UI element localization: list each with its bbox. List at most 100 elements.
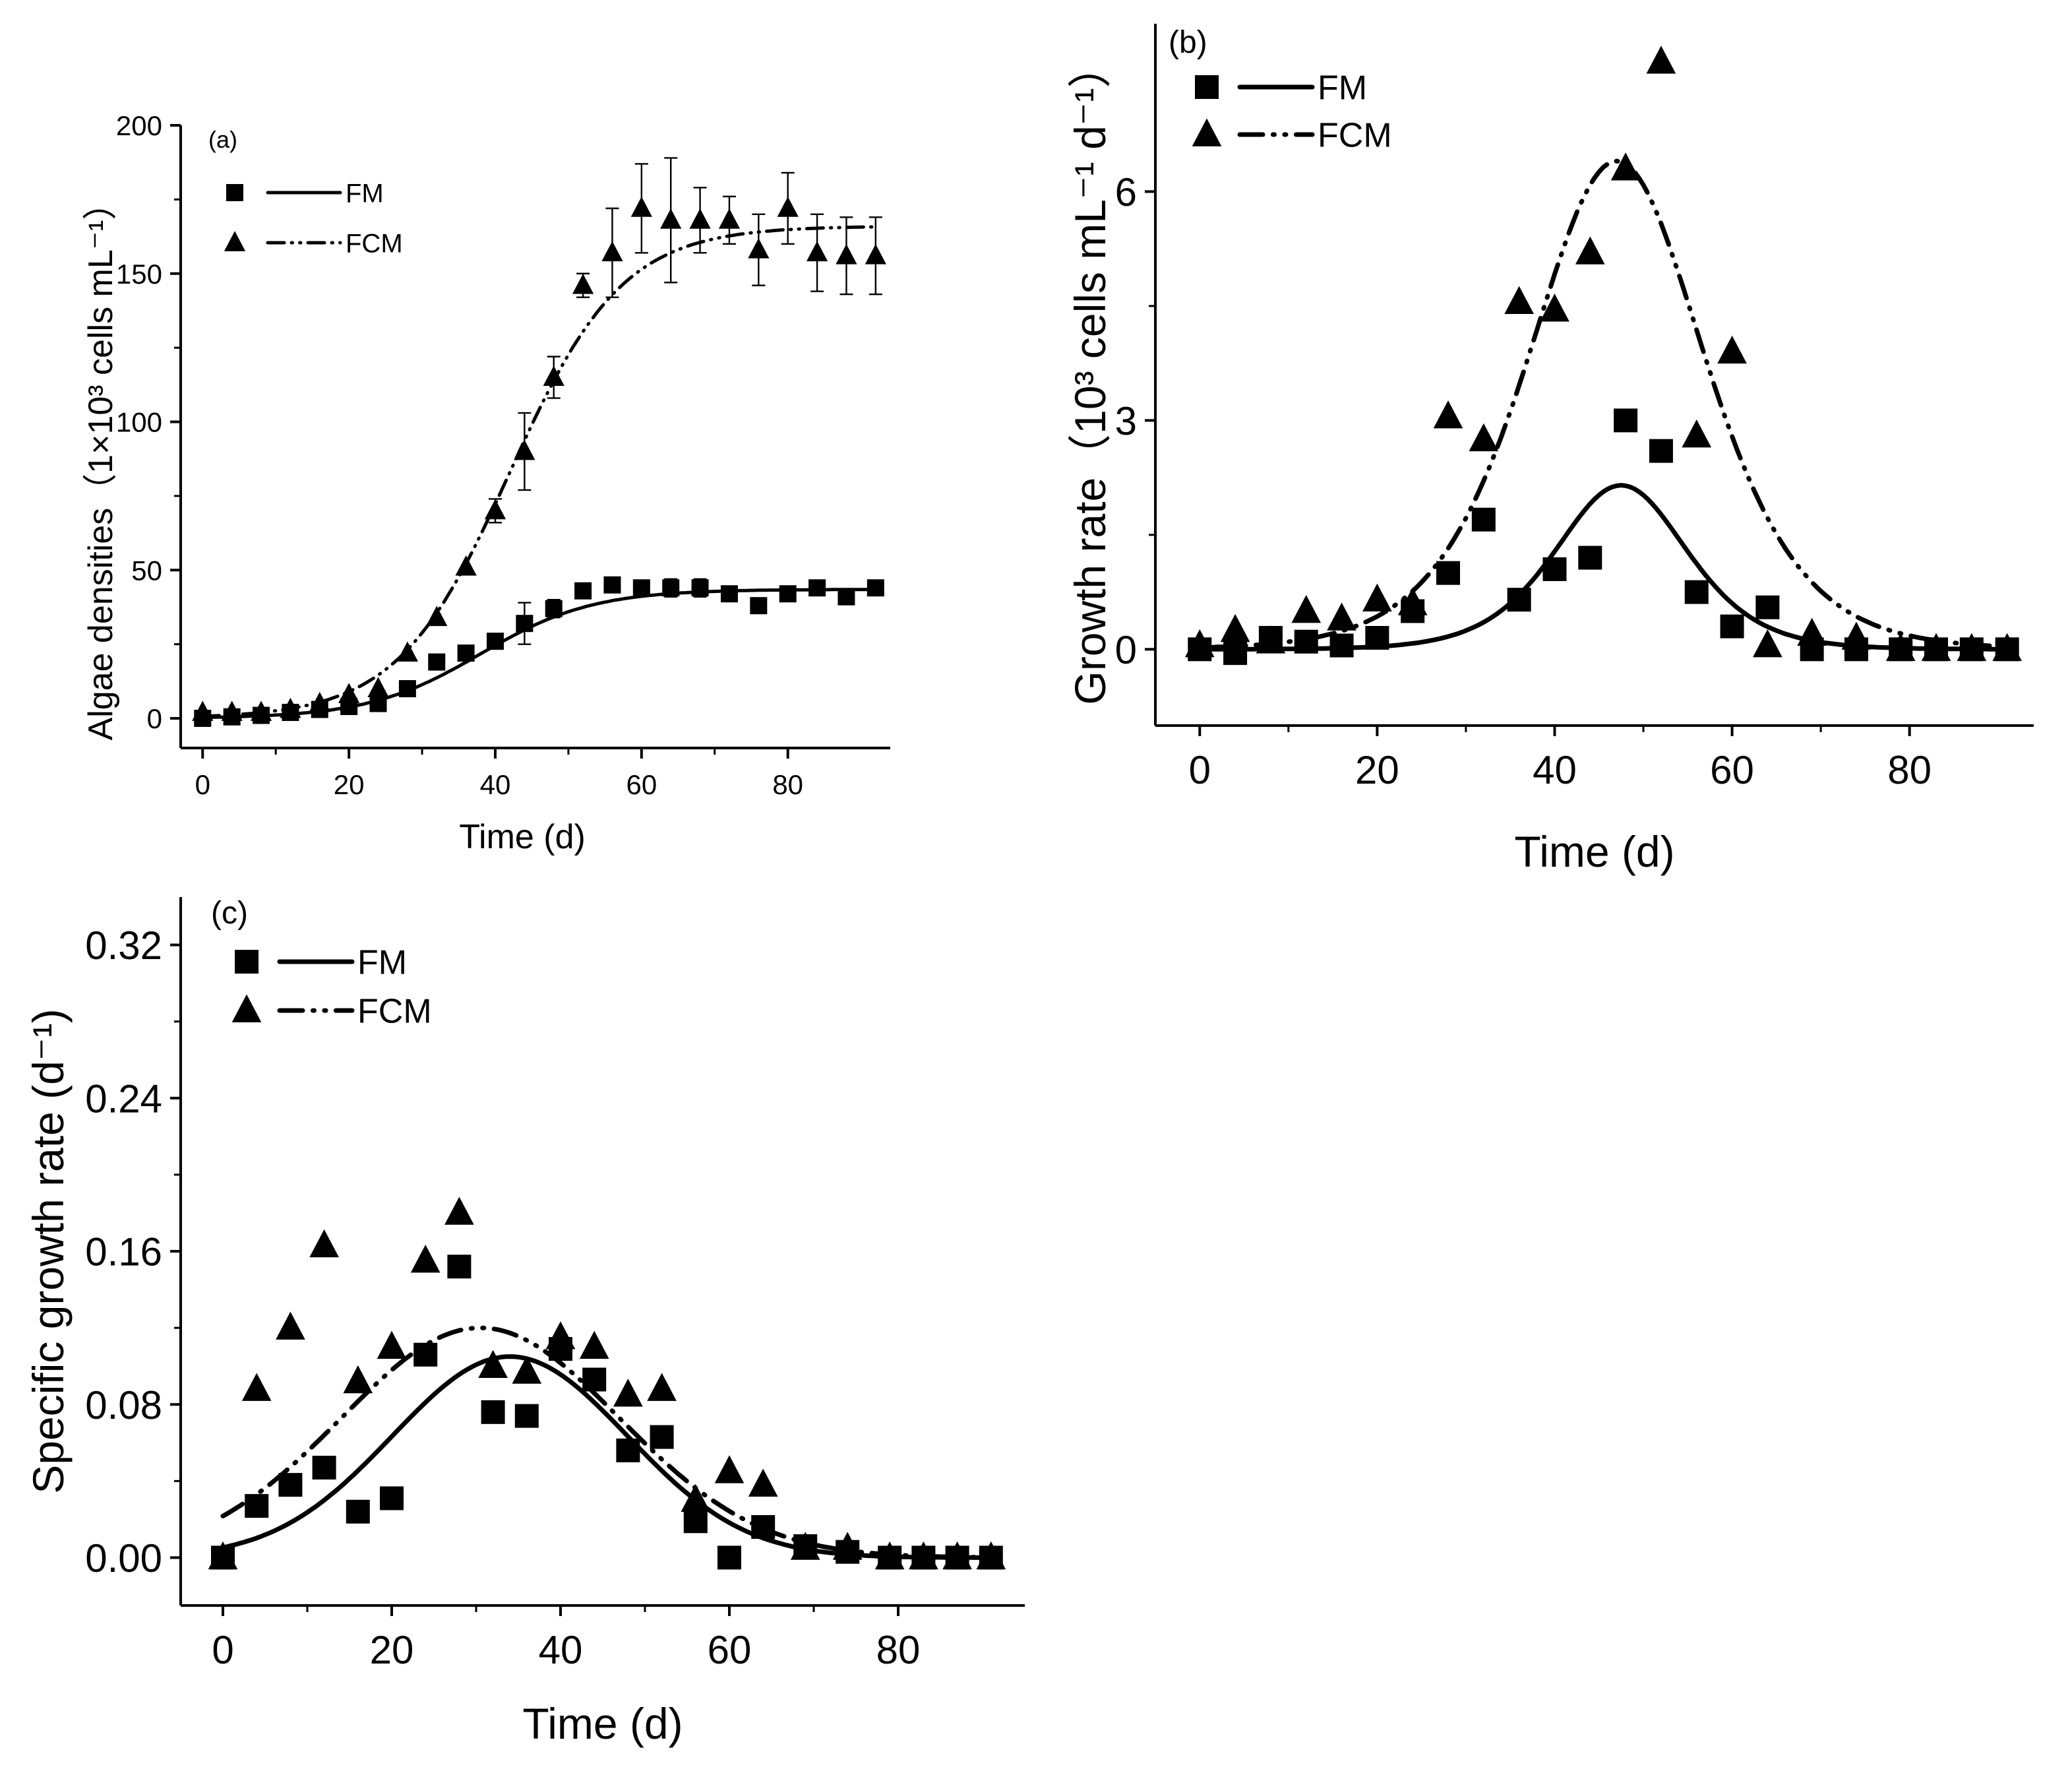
data-point-fcm [367, 677, 389, 697]
x-tick-label: 40 [1533, 748, 1577, 792]
x-tick-label: 0 [1189, 748, 1211, 792]
x-tick-label: 80 [772, 769, 803, 800]
data-point-fm [603, 576, 621, 594]
x-tick-label: 60 [708, 1628, 752, 1672]
data-point-fm [582, 1367, 607, 1392]
data-point-fm [720, 585, 738, 603]
data-point-fcm [647, 1373, 677, 1401]
data-point-fm [486, 633, 504, 650]
triangle-legend-icon [1192, 118, 1222, 146]
data-point-fcm [1753, 629, 1783, 658]
data-point-fm [691, 579, 709, 597]
data-point-fcm [484, 499, 506, 520]
data-point-fcm [221, 701, 243, 721]
data-point-fcm [572, 274, 594, 294]
legend-entry-fm: FM [1195, 69, 1367, 108]
fit-curve-fm [220, 1354, 994, 1560]
legend-label: FCM [1318, 117, 1392, 155]
data-point-fcm [1362, 583, 1392, 611]
y-tick-label: 0 [147, 703, 162, 734]
x-tick-label: 0 [195, 769, 210, 800]
x-axis-label: Time (d) [459, 818, 586, 856]
data-point-fm [1294, 629, 1318, 654]
fit-curve-fcm [200, 225, 878, 718]
data-point-fcm [630, 197, 652, 217]
panel-label: (a) [208, 126, 237, 153]
data-point-fm [838, 588, 855, 606]
data-point-fcm [338, 683, 360, 703]
data-point-fm [750, 597, 768, 615]
data-point-fcm [613, 1379, 643, 1407]
y-axis-label: Growth rate（10³ cells mL⁻¹ d⁻¹） [1066, 44, 1114, 704]
data-point-fm [1329, 633, 1354, 658]
data-point-fm [1649, 439, 1673, 463]
x-tick-label: 60 [1710, 748, 1754, 792]
data-point-fm [516, 615, 533, 633]
data-point-fcm [208, 1541, 238, 1570]
fit-curve-fcm [220, 1325, 994, 1560]
triangle-legend-icon [224, 231, 246, 251]
data-point-fcm [377, 1330, 407, 1359]
data-point-fm [574, 582, 592, 600]
x-tick-label: 0 [212, 1628, 233, 1672]
y-tick-label: 100 [116, 407, 162, 438]
data-point-fm [369, 695, 387, 712]
x-tick-label: 20 [1355, 748, 1399, 792]
data-point-fcm [192, 701, 214, 721]
data-point-fm [1684, 580, 1709, 604]
data-point-fcm [579, 1330, 609, 1359]
x-axis-label: Time (d) [1514, 827, 1674, 876]
data-point-fcm [748, 238, 770, 259]
data-point-fcm [874, 1541, 905, 1570]
y-tick-label: 0.24 [85, 1076, 162, 1121]
data-point-fcm [660, 208, 682, 229]
data-point-fm [808, 579, 826, 597]
series-fm [194, 576, 884, 728]
legend-entry-fm: FM [226, 179, 384, 208]
square-legend-icon [235, 950, 259, 974]
data-point-fm [1720, 614, 1744, 638]
data-point-fm [1507, 588, 1531, 612]
fit-curve-fm [1197, 483, 2010, 652]
data-point-fm [779, 585, 797, 603]
data-point-fcm [942, 1541, 972, 1570]
data-point-fcm [1504, 286, 1534, 314]
data-point-fm [545, 600, 563, 617]
y-tick-label: 0.16 [85, 1230, 162, 1274]
data-point-fcm [1327, 602, 1356, 631]
data-point-fm [457, 644, 475, 662]
y-tick-label: 50 [131, 555, 162, 586]
data-point-fcm [309, 691, 330, 712]
y-tick-label: 150 [116, 259, 162, 290]
panel-a: 0 20 40 60 80 0 50 100 150 200 Time (d) Algae densi… [82, 110, 890, 856]
y-tick-label: 6 [1115, 170, 1137, 214]
x-tick-label: 20 [334, 769, 365, 800]
data-point-fcm [280, 697, 301, 718]
data-point-fcm [865, 244, 886, 265]
data-point-fcm [601, 241, 623, 262]
data-point-fm [683, 1509, 708, 1534]
data-point-fcm [909, 1541, 938, 1570]
data-point-fm [717, 1545, 741, 1570]
data-point-fcm [543, 365, 564, 386]
data-point-fm [662, 579, 680, 597]
data-point-fcm [748, 1468, 778, 1497]
x-tick-label: 20 [370, 1628, 414, 1672]
y-tick-label: 3 [1115, 399, 1137, 443]
data-point-fcm [1717, 335, 1747, 364]
data-point-fcm [1885, 633, 1916, 662]
series-fcm [192, 157, 886, 721]
x-tick-label: 60 [626, 769, 657, 800]
data-point-fm [245, 1494, 269, 1518]
data-point-fm [1436, 561, 1460, 585]
data-point-fcm [1610, 152, 1641, 181]
series-fm [1188, 408, 2019, 666]
data-point-fm [1471, 507, 1496, 532]
y-axis-label: Algae densities（1×10³ cells mL⁻¹） [82, 185, 120, 740]
data-point-fm [398, 680, 416, 698]
square-legend-icon [1195, 75, 1219, 99]
data-point-fm [1578, 545, 1602, 570]
data-point-fcm [1921, 633, 1951, 662]
data-point-fm [1365, 626, 1389, 650]
